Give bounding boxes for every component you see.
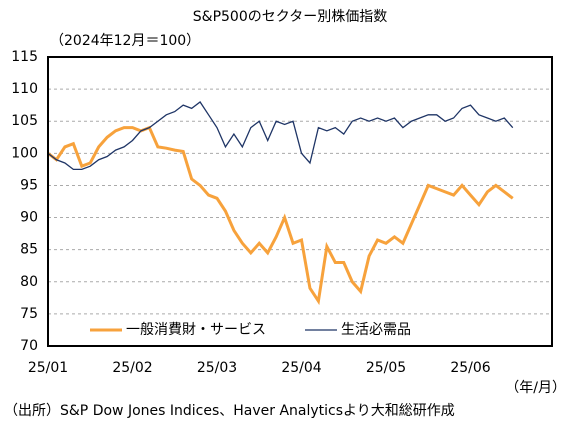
legend-label: 生活必需品: [341, 322, 411, 338]
series-line: [47, 101, 514, 171]
x-tick-label: 25/05: [366, 360, 406, 376]
y-tick-label: 75: [20, 306, 38, 322]
y-tick-label: 100: [11, 145, 38, 161]
subtitle: （2024年12月＝100）: [50, 33, 200, 49]
y-tick-label: 115: [11, 49, 38, 65]
y-tick-label: 105: [11, 113, 38, 129]
y-tick-label: 95: [20, 177, 38, 193]
chart-title: S&P500のセクター別株価指数: [193, 9, 387, 25]
y-tick-label: 85: [20, 242, 38, 258]
series-line: [47, 125, 514, 306]
y-tick-label: 80: [20, 274, 38, 290]
x-unit: （年/月）: [505, 380, 566, 396]
x-tick-label: 25/03: [197, 360, 237, 376]
source: （出所）S&P Dow Jones Indices、Haver Analytic…: [4, 403, 455, 419]
plot-border: [47, 56, 553, 347]
x-tick-label: 25/02: [112, 360, 152, 376]
y-tick-label: 110: [11, 81, 38, 97]
y-tick-label: 90: [20, 210, 38, 226]
x-tick-label: 25/01: [28, 360, 68, 376]
x-tick-label: 25/06: [450, 360, 490, 376]
y-tick-label: 70: [20, 338, 38, 354]
x-tick-label: 25/04: [281, 360, 321, 376]
legend-label: 一般消費財・サービス: [126, 322, 266, 338]
